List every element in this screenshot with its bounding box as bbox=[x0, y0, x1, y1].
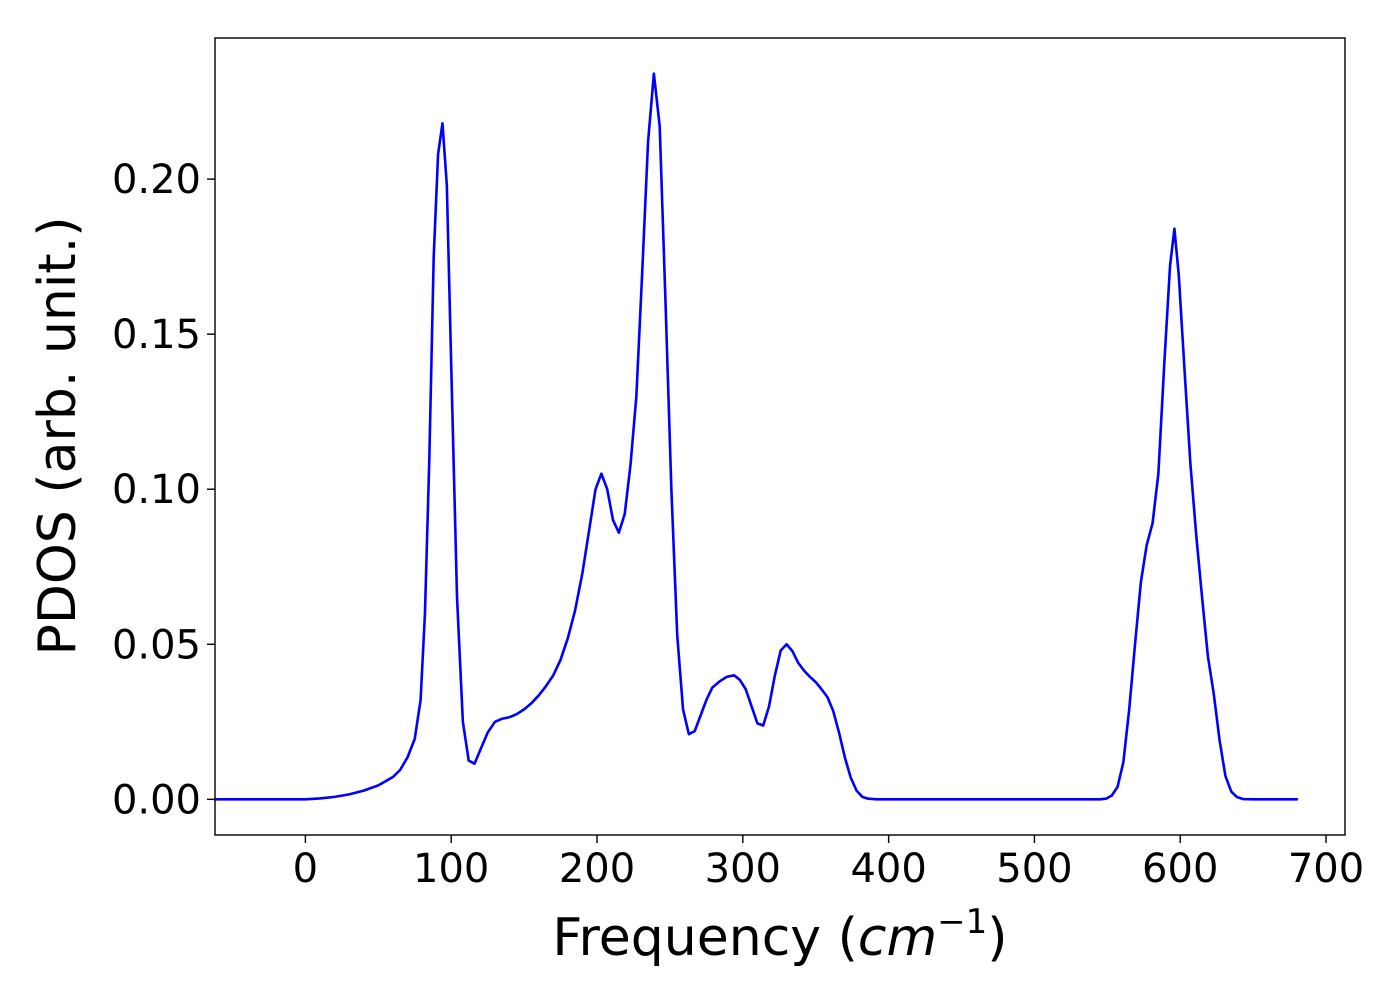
plot-frame bbox=[214, 37, 1346, 836]
x-axis-label-unit-exponent: −1 bbox=[937, 902, 987, 942]
x-tick-label: 0 bbox=[293, 846, 318, 892]
x-tick-label: 200 bbox=[559, 846, 635, 892]
y-tick-label: 0.05 bbox=[112, 622, 201, 668]
y-tick-label: 0.15 bbox=[112, 312, 201, 358]
x-tick-label: 300 bbox=[705, 846, 781, 892]
x-axis-label-unit: cm bbox=[858, 908, 937, 968]
x-tick-label: 700 bbox=[1288, 846, 1364, 892]
y-axis-label: PDOS (arb. unit.) bbox=[28, 216, 88, 655]
y-tick-label: 0.10 bbox=[112, 467, 201, 513]
x-tick-label: 600 bbox=[1142, 846, 1218, 892]
series-line bbox=[213, 72, 1299, 801]
y-tick-label: 0.00 bbox=[112, 777, 201, 823]
x-tick-label: 500 bbox=[996, 846, 1072, 892]
x-tick-label: 100 bbox=[413, 846, 489, 892]
x-tick-label: 400 bbox=[850, 846, 926, 892]
y-tick-label: 0.20 bbox=[112, 157, 201, 203]
series-layer bbox=[213, 72, 1299, 801]
x-axis-label: Frequency (cm−1) bbox=[552, 902, 1007, 968]
x-axis-label-text: Frequency bbox=[552, 908, 821, 968]
ticks-layer: 0 100 200 300 400 500 600 700 0.00 0.05 0.10 0.15 0.… bbox=[112, 157, 1364, 892]
